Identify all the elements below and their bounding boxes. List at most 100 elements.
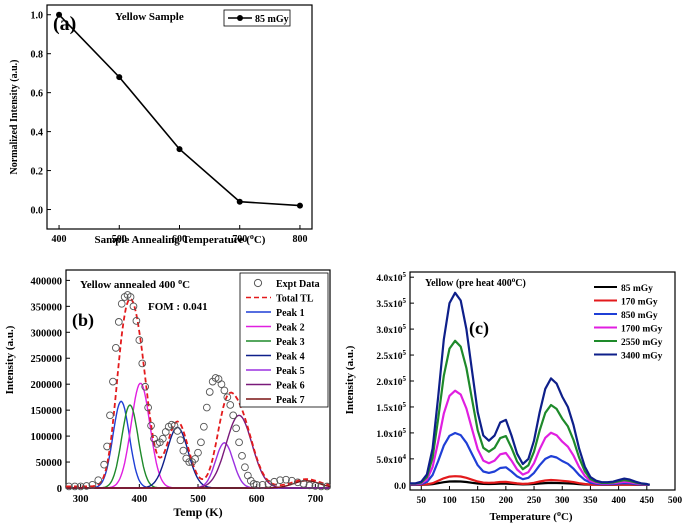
expt-point [205, 388, 214, 396]
legend-label: Expt Data [276, 279, 320, 290]
panel-c-title: Yellow (pre heat 400oC) [425, 276, 526, 289]
series-3400-mgy [410, 291, 650, 486]
x-tick-label: 400 [52, 234, 67, 245]
expt-point [191, 455, 199, 463]
panel-c-y-ticks: 0.0 5.0x104 1.0x105 1.5x105 2.0x105 2.5x105 3.… [376, 271, 414, 492]
data-point [56, 11, 63, 18]
legend-label: 3400 mGy [621, 352, 663, 362]
data-point [176, 146, 183, 153]
x-tick-label: 450 [640, 496, 655, 506]
expt-point [106, 411, 114, 420]
panel-b-ylabel: Intensity (a.u.) [4, 325, 16, 394]
series-1700-mgy [410, 389, 650, 486]
panel-b-xlabel: Temp (K) [173, 505, 222, 519]
expt-point [223, 393, 232, 402]
y-tick-label: 0.2 [31, 167, 44, 178]
x-tick-label: 350 [583, 496, 598, 506]
legend-label: Peak 1 [276, 308, 305, 319]
x-tick-label: 200 [499, 496, 514, 506]
panel-a-legend: 85 mGy [223, 9, 291, 27]
panel-a-series [56, 11, 303, 209]
expt-point [158, 434, 167, 443]
panel-a-label: (a) [53, 13, 76, 35]
panel-a-legend-label: 85 mGy [255, 14, 289, 25]
legend-label: 170 mGy [621, 298, 658, 308]
expt-point [299, 479, 308, 488]
expt-point [109, 377, 117, 386]
x-tick-label: 250 [527, 496, 542, 506]
legend-label: Peak 3 [276, 337, 305, 348]
legend-label: 1700 mGy [621, 325, 663, 335]
expt-point [144, 403, 152, 412]
expt-point [317, 482, 326, 491]
legend-label: 850 mGy [621, 311, 658, 321]
panel-a-legend-box [223, 9, 291, 27]
panel-b: 0 50000 100000 150000 200000 250000 300000 3500… [4, 269, 331, 519]
legend-label: Peak 6 [276, 381, 305, 392]
panel-a-xlabel: Sample Annealing Temperature (oC) [95, 232, 266, 246]
y-tick-label: 0 [57, 484, 62, 495]
panel-c-x-ticks: 50 100 150 200 250 300 350 400 450 500 [417, 486, 683, 506]
y-tick-label: 100000 [31, 432, 63, 443]
panel-b-label: (b) [72, 310, 94, 331]
expt-point [135, 336, 144, 344]
expt-point [288, 476, 296, 485]
series-2550-mgy [410, 339, 650, 486]
expt-point [126, 293, 135, 301]
panel-c-legend: 85 mGy 170 mGy 850 mGy 1700 mGy 2550 mGy 3400… [594, 284, 663, 362]
panel-b-y-ticks: 0 50000 100000 150000 200000 250000 300000 3500… [31, 276, 70, 495]
y-tick-label: 350000 [31, 302, 63, 313]
y-tick-label: 1.5x105 [376, 401, 406, 414]
expt-point [220, 386, 229, 395]
expt-point [200, 422, 208, 431]
expt-point [323, 482, 331, 491]
expt-point [197, 438, 205, 447]
expt-point [88, 481, 97, 489]
expt-point [129, 302, 138, 311]
expt-point [202, 403, 211, 412]
y-tick-label: 0.0 [394, 482, 406, 492]
expt-point [138, 359, 147, 368]
expt-point [311, 482, 320, 490]
y-tick-label: 2.0x105 [376, 375, 406, 388]
expt-point [94, 476, 103, 485]
x-tick-label: 150 [471, 496, 486, 506]
legend-label: 2550 mGy [621, 338, 663, 348]
legend-label: Peak 2 [276, 323, 305, 334]
expt-point [282, 475, 290, 484]
panel-a-title: Yellow Sample [115, 11, 184, 23]
expt-point [103, 442, 111, 451]
panel-c-xlabel: Temperature (oC) [489, 509, 572, 523]
expt-point [305, 481, 314, 490]
x-tick-label: 500 [668, 496, 683, 506]
x-tick-label: 300 [555, 496, 570, 506]
expt-point [258, 481, 267, 489]
y-tick-label: 0.6 [31, 89, 44, 100]
expt-point [112, 344, 120, 352]
x-tick-label: 100 [442, 496, 457, 506]
panel-c: 0.0 5.0x104 1.0x105 1.5x105 2.0x105 2.5x105 3.… [344, 271, 682, 523]
legend-label: Peak 5 [276, 366, 305, 377]
legend-label: Peak 4 [276, 352, 305, 363]
y-tick-label: 200000 [31, 380, 63, 391]
series-peak-6 [66, 414, 330, 489]
x-tick-label: 500 [190, 494, 206, 505]
panel-b-title: Yellow annealed 400 oC [80, 277, 190, 291]
expt-point [179, 446, 188, 455]
legend-marker-expt [253, 278, 263, 288]
y-tick-label: 50000 [36, 458, 62, 469]
panel-c-series [410, 291, 650, 486]
y-tick-label: 3.0x105 [376, 323, 406, 336]
expt-point [226, 401, 235, 409]
legend-box [239, 272, 329, 408]
expt-point [194, 448, 202, 457]
legend-label: Total TL [276, 294, 314, 305]
x-tick-label: 400 [131, 494, 147, 505]
panel-a: 0.0 0.2 0.4 0.6 0.8 1.0 400 500 600 700 800 (a) Y… [9, 4, 313, 246]
expt-point [276, 476, 284, 485]
x-tick-label: 700 [232, 234, 247, 245]
expt-point [147, 421, 155, 430]
panel-b-legend: Expt Data Total TL Peak 1 Peak 2 Peak 3 Peak … [239, 272, 329, 408]
expt-point [217, 380, 226, 389]
panel-c-label: (c) [469, 318, 489, 339]
